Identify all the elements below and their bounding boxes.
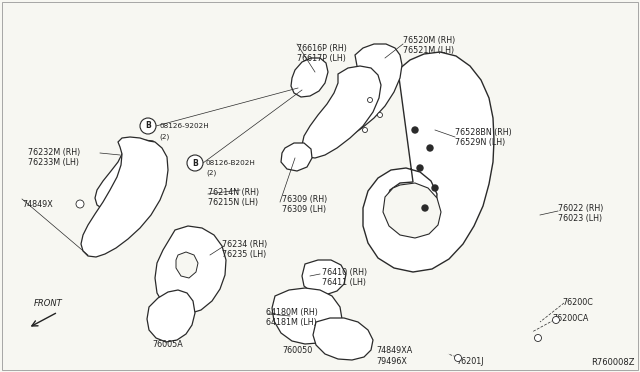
Polygon shape: [325, 44, 402, 140]
Circle shape: [378, 112, 383, 118]
Text: B: B: [145, 122, 151, 131]
Text: 76411 (LH): 76411 (LH): [322, 278, 366, 287]
Text: 76529N (LH): 76529N (LH): [455, 138, 505, 147]
Circle shape: [417, 165, 423, 171]
Text: 76410 (RH): 76410 (RH): [322, 268, 367, 277]
Circle shape: [367, 97, 372, 103]
Polygon shape: [313, 318, 373, 360]
Circle shape: [187, 155, 203, 171]
Polygon shape: [272, 288, 342, 344]
Polygon shape: [281, 143, 312, 171]
Circle shape: [427, 145, 433, 151]
Circle shape: [412, 127, 418, 133]
Text: 76200C: 76200C: [562, 298, 593, 307]
Text: 76022 (RH): 76022 (RH): [558, 204, 604, 213]
Polygon shape: [302, 260, 346, 295]
Circle shape: [552, 317, 559, 324]
Polygon shape: [147, 290, 195, 342]
Polygon shape: [155, 226, 226, 314]
Text: 64181M (LH): 64181M (LH): [266, 318, 317, 327]
Text: 79496X: 79496X: [376, 357, 407, 366]
Text: (2): (2): [206, 170, 216, 176]
Text: 08126-B202H: 08126-B202H: [206, 160, 256, 166]
Text: 76232M (RH): 76232M (RH): [28, 148, 80, 157]
Polygon shape: [291, 58, 328, 97]
Text: 76201J: 76201J: [456, 357, 483, 366]
Text: 76215N (LH): 76215N (LH): [208, 198, 258, 207]
Text: 76521M (LH): 76521M (LH): [403, 46, 454, 55]
Text: 76235 (LH): 76235 (LH): [222, 250, 266, 259]
Polygon shape: [95, 140, 163, 209]
Text: 76616P (RH): 76616P (RH): [297, 44, 347, 53]
Text: 76023 (LH): 76023 (LH): [558, 214, 602, 223]
Text: 74849XA: 74849XA: [376, 346, 412, 355]
Circle shape: [432, 185, 438, 191]
Circle shape: [454, 355, 461, 362]
Text: 76309 (LH): 76309 (LH): [282, 205, 326, 214]
Polygon shape: [363, 52, 494, 272]
Text: (2): (2): [159, 133, 169, 140]
Text: 76005A: 76005A: [152, 340, 183, 349]
Circle shape: [362, 128, 367, 132]
Circle shape: [422, 205, 428, 211]
Text: R760008Z: R760008Z: [591, 358, 635, 367]
Text: 76214N (RH): 76214N (RH): [208, 188, 259, 197]
Text: 76528BN (RH): 76528BN (RH): [455, 128, 512, 137]
Polygon shape: [176, 252, 198, 278]
Text: 76234 (RH): 76234 (RH): [222, 240, 268, 249]
Polygon shape: [383, 183, 441, 238]
Text: B: B: [192, 158, 198, 167]
Text: 76520M (RH): 76520M (RH): [403, 36, 455, 45]
Circle shape: [140, 118, 156, 134]
Text: 08126-9202H: 08126-9202H: [159, 123, 209, 129]
Text: 760050: 760050: [282, 346, 312, 355]
Text: 76617P (LH): 76617P (LH): [297, 54, 346, 63]
Text: FRONT: FRONT: [34, 299, 62, 308]
Text: 76309 (RH): 76309 (RH): [282, 195, 327, 204]
Circle shape: [534, 334, 541, 341]
Text: 76200CA: 76200CA: [552, 314, 588, 323]
Text: 74849X: 74849X: [22, 200, 52, 209]
Polygon shape: [302, 66, 381, 158]
Text: 64180M (RH): 64180M (RH): [266, 308, 318, 317]
Polygon shape: [81, 137, 168, 257]
Circle shape: [76, 200, 84, 208]
Text: 76233M (LH): 76233M (LH): [28, 158, 79, 167]
